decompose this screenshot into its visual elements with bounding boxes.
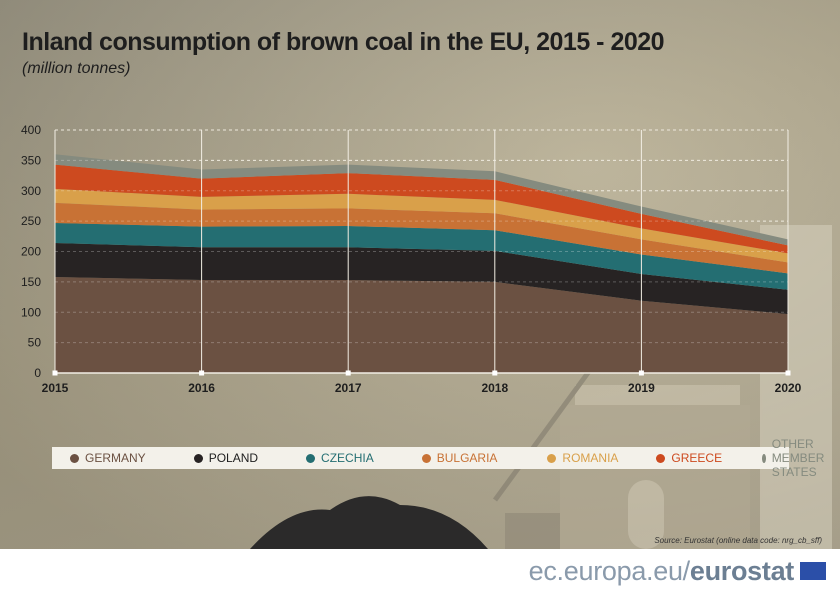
x-tick-label: 2018 [481, 381, 508, 395]
legend-label: GREECE [671, 451, 723, 465]
legend-label: OTHER MEMBER STATES [771, 437, 825, 479]
legend-item: ROMANIA [547, 451, 618, 465]
x-tick-marker [52, 370, 58, 376]
x-tick-marker [785, 370, 791, 376]
y-tick-label: 50 [28, 336, 42, 350]
legend-label: ROMANIA [562, 451, 619, 465]
area-other-member-states [55, 154, 788, 246]
chart-subtitle: (million tonnes) [22, 60, 131, 77]
legend-dot-icon [656, 453, 666, 463]
x-tick-label: 2017 [335, 381, 362, 395]
x-tick-label: 2019 [628, 381, 655, 395]
y-tick-label: 150 [21, 275, 41, 289]
y-tick-label: 0 [34, 366, 41, 380]
legend-dot-icon [762, 453, 766, 463]
legend-dot-icon [193, 453, 203, 463]
legend-item: BULGARIA [421, 451, 498, 465]
coal-pile [250, 496, 488, 549]
legend-item: POLAND [193, 451, 259, 465]
y-tick-label: 100 [21, 305, 41, 319]
y-tick-label: 250 [21, 214, 41, 228]
legend-dot-icon [70, 453, 79, 463]
y-tick-label: 400 [21, 123, 41, 137]
eu-flag-icon [800, 562, 826, 580]
area-greece [55, 164, 788, 254]
area-romania [55, 188, 788, 263]
area-bulgaria [55, 202, 788, 274]
legend-label: BULGARIA [436, 451, 498, 465]
x-tick-label: 2015 [42, 381, 69, 395]
chart-title: Inland consumption of brown coal in the … [22, 28, 665, 56]
x-tick-marker [199, 370, 205, 376]
x-tick-marker [345, 370, 351, 376]
legend-label: CZECHIA [321, 451, 374, 465]
x-tick-label: 2016 [188, 381, 215, 395]
legend-label: POLAND [208, 451, 259, 465]
legend-item: OTHER MEMBER STATES [762, 437, 830, 479]
url-brand: eurostat [689, 556, 794, 586]
url-prefix: ec.europa.eu/ [528, 556, 691, 586]
x-tick-label: 2020 [775, 381, 802, 395]
x-tick-marker [638, 370, 644, 376]
legend-item: GREECE [656, 451, 722, 465]
area-poland [55, 242, 788, 315]
footer: ec.europa.eu/eurostat [0, 549, 840, 594]
area-germany [55, 277, 788, 373]
x-tick-marker [492, 370, 498, 376]
y-tick-label: 350 [21, 153, 41, 167]
area-czechia [55, 222, 788, 290]
legend: GERMANY POLAND CZECHIA BULGARIA ROMANIA GREEC… [52, 437, 824, 479]
legend-label: GERMANY [85, 451, 146, 465]
legend-dot-icon [421, 453, 431, 463]
eurostat-url[interactable]: ec.europa.eu/eurostat [528, 556, 795, 587]
legend-item: CZECHIA [306, 451, 374, 465]
chart: 0 50 100 150 200 250 300 350 400 2015 2016 2017 2018… [21, 123, 832, 549]
legend-dot-icon [547, 453, 557, 463]
legend-dot-icon [306, 453, 316, 463]
source-note: Source: Eurostat (online data code: nrg_… [654, 536, 822, 545]
y-tick-label: 200 [21, 245, 41, 259]
legend-item: GERMANY [70, 451, 146, 465]
y-tick-label: 300 [21, 184, 41, 198]
